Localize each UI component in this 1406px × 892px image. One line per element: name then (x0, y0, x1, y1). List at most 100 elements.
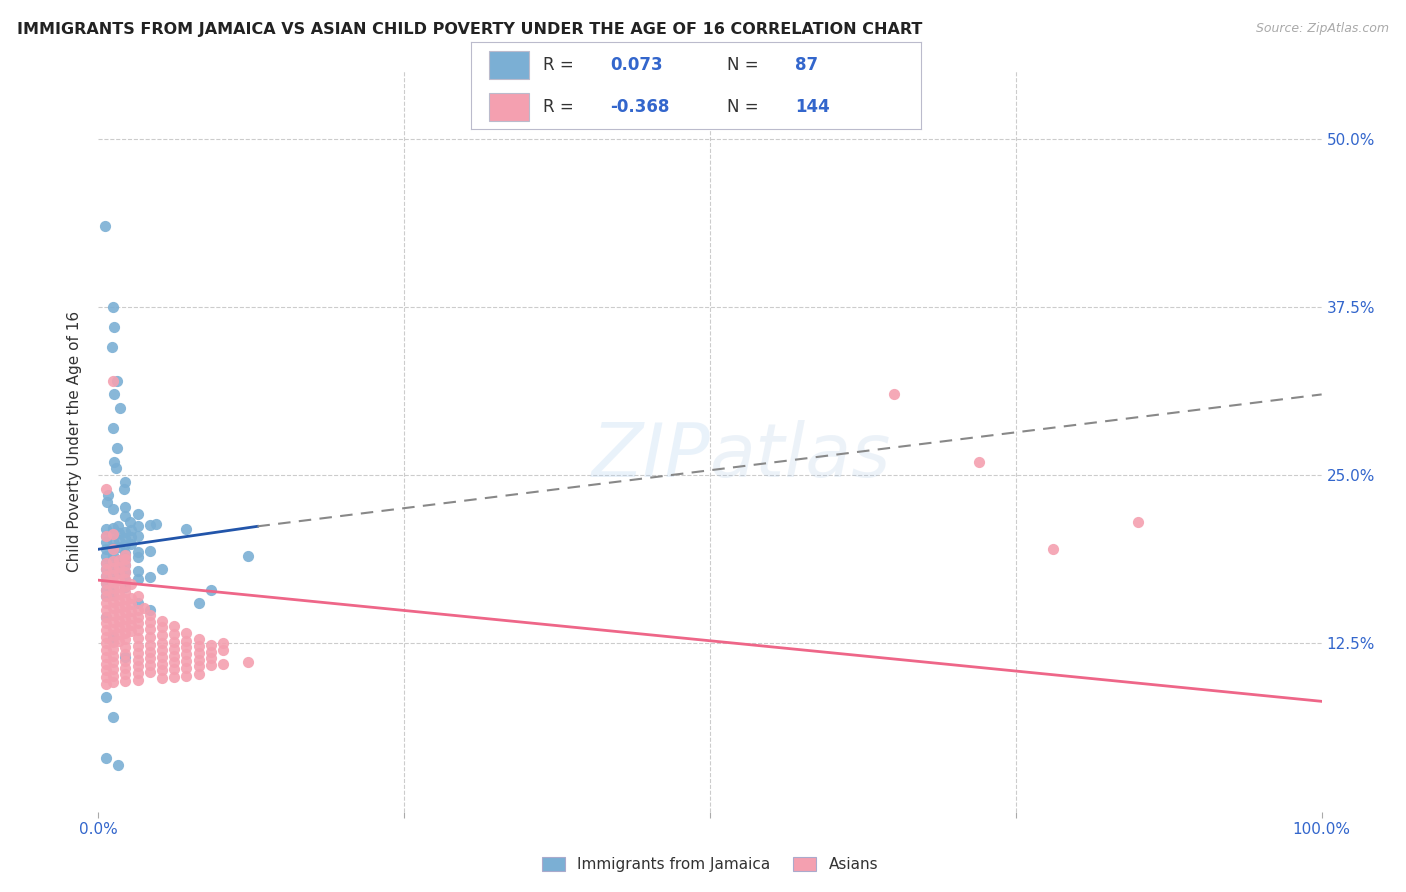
Point (103, 320, 125, 334)
Point (150, 672, 173, 686)
Point (200, 658, 222, 673)
Point (101, 527, 124, 541)
Point (101, 669, 124, 683)
Point (108, 540, 131, 554)
Point (114, 500, 136, 515)
Point (120, 516, 142, 530)
Point (114, 647, 136, 661)
Point (212, 657, 235, 671)
Point (101, 300, 124, 314)
Point (114, 578, 136, 592)
Point (120, 591, 142, 605)
Point (94, 575, 117, 590)
Point (94, 529, 117, 543)
Point (94, 556, 117, 570)
Point (108, 553, 131, 567)
Point (94, 596, 117, 610)
Point (101, 655, 124, 669)
Point (176, 661, 198, 675)
Point (114, 551, 136, 566)
Point (163, 648, 186, 663)
Point (108, 553, 131, 567)
Point (114, 654, 136, 668)
Point (101, 588, 124, 602)
Point (94, 556, 117, 570)
Point (139, 570, 162, 584)
Point (94, 529, 117, 543)
Text: IMMIGRANTS FROM JAMAICA VS ASIAN CHILD POVERTY UNDER THE AGE OF 16 CORRELATION C: IMMIGRANTS FROM JAMAICA VS ASIAN CHILD P… (17, 22, 922, 37)
Point (139, 615, 162, 629)
Point (101, 527, 124, 541)
Point (101, 554, 124, 568)
Point (139, 518, 162, 533)
Point (114, 548, 136, 562)
Point (139, 658, 162, 673)
Point (127, 590, 149, 604)
Point (236, 655, 259, 669)
Point (94, 535, 117, 549)
Point (101, 554, 124, 568)
Point (114, 558, 136, 573)
Point (94, 482, 117, 496)
Point (212, 643, 235, 657)
Point (112, 482, 135, 496)
Point (97, 488, 120, 502)
Point (150, 628, 173, 642)
Point (108, 566, 131, 581)
Point (94, 616, 117, 631)
Point (94, 603, 117, 617)
Point (94, 549, 117, 563)
FancyBboxPatch shape (489, 93, 530, 120)
Point (114, 551, 136, 566)
Point (114, 632, 136, 647)
Point (94, 590, 117, 604)
Point (101, 608, 124, 623)
Point (120, 624, 142, 639)
Point (101, 421, 124, 435)
Point (114, 619, 136, 633)
Point (114, 538, 136, 552)
Point (127, 596, 149, 610)
FancyBboxPatch shape (489, 51, 530, 78)
Point (127, 529, 149, 543)
Point (127, 666, 149, 681)
Point (94, 562, 117, 576)
Point (200, 651, 222, 665)
Point (108, 627, 131, 641)
Point (101, 561, 124, 575)
Point (101, 521, 124, 535)
Point (187, 667, 209, 681)
Point (108, 593, 131, 607)
Point (163, 655, 186, 669)
Point (101, 581, 124, 595)
Point (101, 641, 124, 656)
Point (212, 636, 235, 650)
Point (150, 562, 173, 576)
Point (105, 442, 128, 456)
Point (94, 609, 117, 624)
Point (163, 619, 186, 633)
Point (94, 569, 117, 583)
Y-axis label: Child Poverty Under the Age of 16: Child Poverty Under the Age of 16 (67, 311, 83, 572)
Text: R =: R = (543, 55, 579, 74)
Point (163, 627, 186, 641)
Point (114, 546, 136, 560)
Point (883, 387, 905, 401)
Point (101, 541, 124, 555)
Point (101, 630, 124, 644)
Text: atlas: atlas (710, 420, 891, 492)
Point (114, 599, 136, 613)
Point (127, 545, 149, 559)
Point (176, 669, 198, 683)
Point (114, 585, 136, 599)
Point (120, 617, 142, 632)
Point (101, 574, 124, 589)
Point (176, 654, 198, 668)
Text: 0.073: 0.073 (610, 55, 664, 74)
Point (163, 641, 186, 656)
Point (127, 519, 149, 533)
Point (127, 652, 149, 666)
Point (93, 219, 115, 234)
Point (127, 631, 149, 645)
Text: 87: 87 (794, 55, 818, 74)
